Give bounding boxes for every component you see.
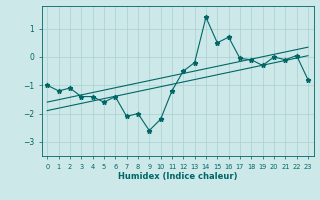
X-axis label: Humidex (Indice chaleur): Humidex (Indice chaleur)	[118, 172, 237, 181]
